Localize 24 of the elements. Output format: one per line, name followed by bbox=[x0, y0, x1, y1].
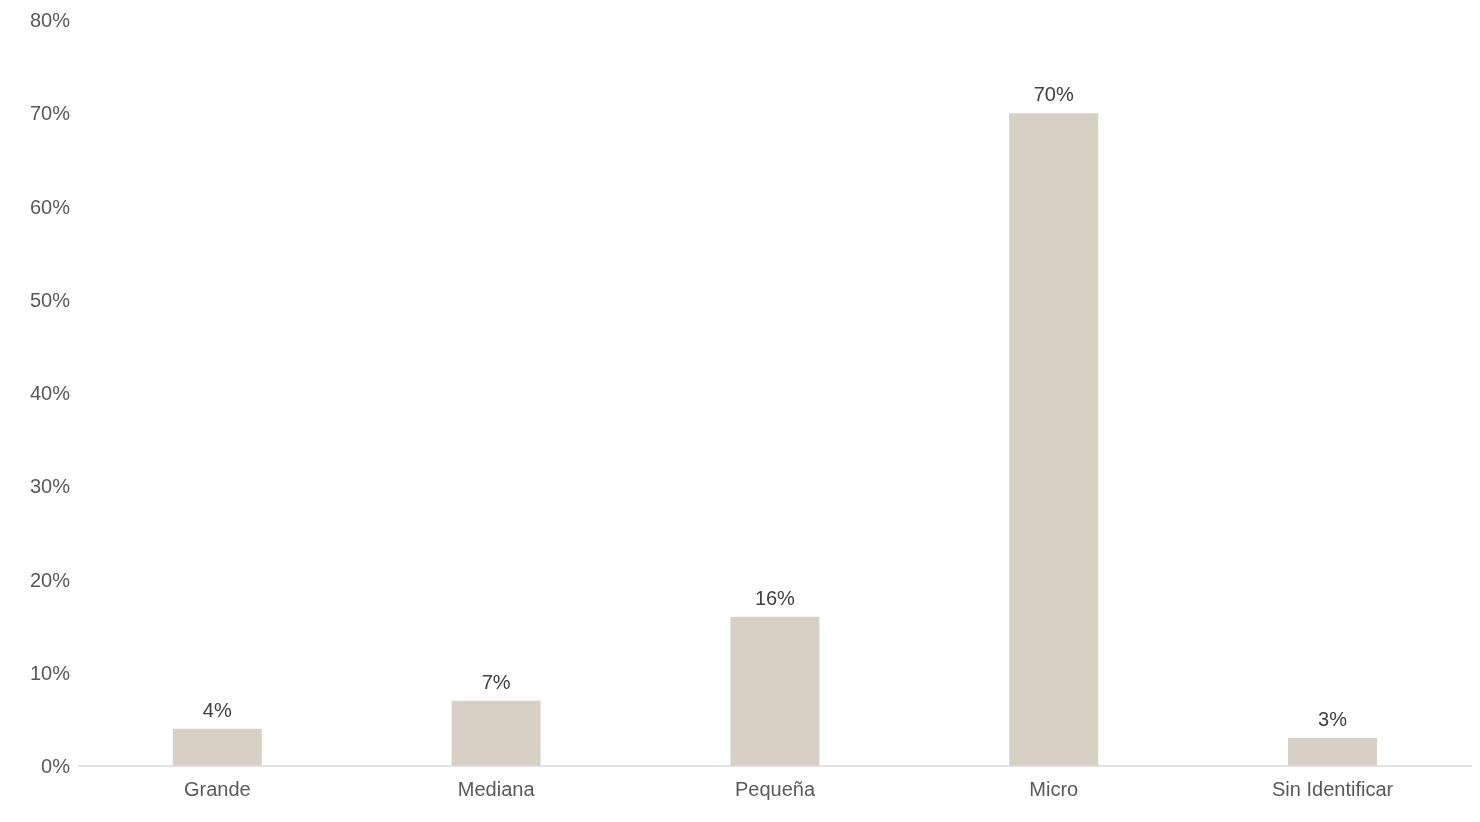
y-tick-label: 60% bbox=[29, 195, 71, 218]
x-tick-label: Mediana bbox=[457, 778, 536, 801]
data-label: 7% bbox=[481, 670, 511, 693]
y-tick-label: 80% bbox=[29, 9, 71, 32]
y-tick-label: 10% bbox=[29, 661, 71, 684]
data-label: 16% bbox=[754, 586, 796, 609]
y-tick-label: 20% bbox=[29, 568, 71, 591]
x-tick-label: Grande bbox=[184, 778, 251, 801]
y-tick-label: 0% bbox=[41, 755, 71, 778]
x-tick-label: Sin Identificar bbox=[1272, 778, 1394, 801]
x-tick-label: Pequeña bbox=[734, 778, 816, 801]
bar bbox=[730, 616, 820, 766]
y-tick-label: 40% bbox=[29, 382, 71, 405]
bar bbox=[1287, 738, 1377, 766]
data-label: 4% bbox=[202, 698, 232, 721]
bar bbox=[451, 700, 541, 766]
bar bbox=[172, 728, 262, 766]
y-tick-label: 50% bbox=[29, 288, 71, 311]
y-tick-label: 30% bbox=[29, 475, 71, 498]
data-label: 3% bbox=[1318, 708, 1348, 731]
x-tick-label: Micro bbox=[1029, 778, 1079, 801]
data-label: 70% bbox=[1033, 83, 1074, 106]
bar bbox=[1009, 113, 1099, 766]
y-tick-label: 70% bbox=[29, 102, 71, 125]
